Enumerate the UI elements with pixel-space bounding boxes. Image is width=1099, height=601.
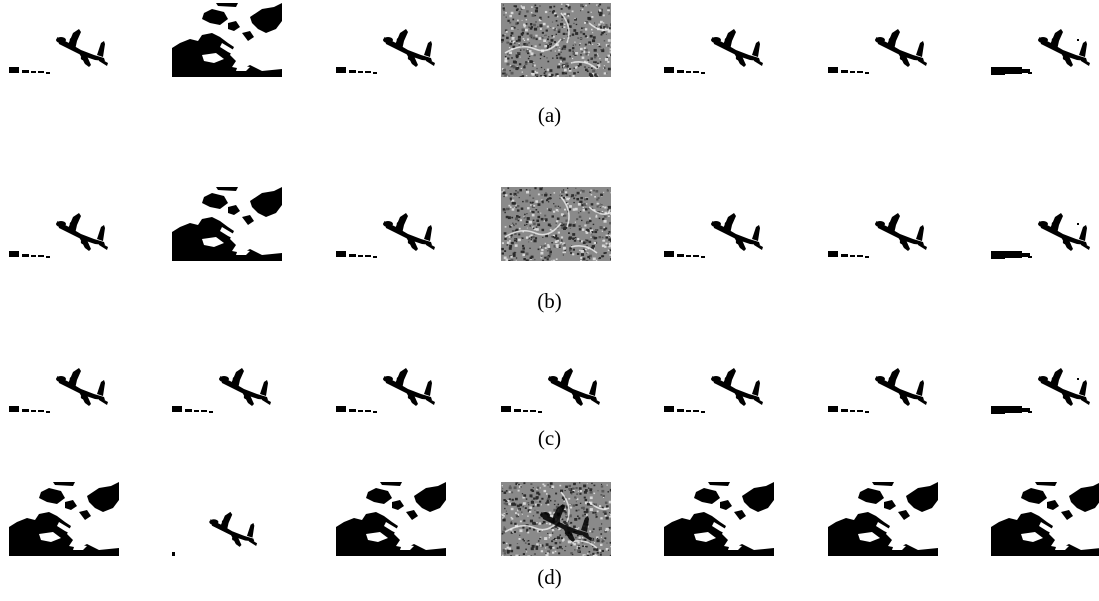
row-caption: (b) bbox=[537, 289, 562, 313]
panel-image bbox=[991, 3, 1099, 77]
panel-image bbox=[664, 482, 774, 556]
panel-image bbox=[991, 482, 1099, 556]
panel-image bbox=[172, 342, 282, 416]
panel-image bbox=[501, 3, 611, 77]
panel-image bbox=[664, 342, 774, 416]
panel-image bbox=[501, 482, 611, 556]
panel-image bbox=[828, 342, 938, 416]
panel-image bbox=[828, 482, 938, 556]
panel-image bbox=[664, 3, 774, 77]
panel-image bbox=[336, 482, 446, 556]
panel-image bbox=[172, 187, 282, 261]
panel-image bbox=[172, 3, 282, 77]
panel-image bbox=[501, 342, 611, 416]
row-caption: (a) bbox=[537, 103, 562, 127]
panel-image bbox=[991, 187, 1099, 261]
panel-image bbox=[9, 3, 119, 77]
panel-image bbox=[9, 342, 119, 416]
panel-image bbox=[664, 187, 774, 261]
panel-image bbox=[336, 187, 446, 261]
panel-image bbox=[336, 3, 446, 77]
panel-image bbox=[336, 342, 446, 416]
panel-image bbox=[501, 187, 611, 261]
row-caption: (c) bbox=[537, 426, 562, 450]
panel-image bbox=[828, 187, 938, 261]
panel-image bbox=[828, 3, 938, 77]
panel-image bbox=[172, 482, 282, 556]
panel-image bbox=[991, 342, 1099, 416]
panel-image bbox=[9, 482, 119, 556]
panel-image bbox=[9, 187, 119, 261]
row-caption: (d) bbox=[537, 565, 562, 589]
